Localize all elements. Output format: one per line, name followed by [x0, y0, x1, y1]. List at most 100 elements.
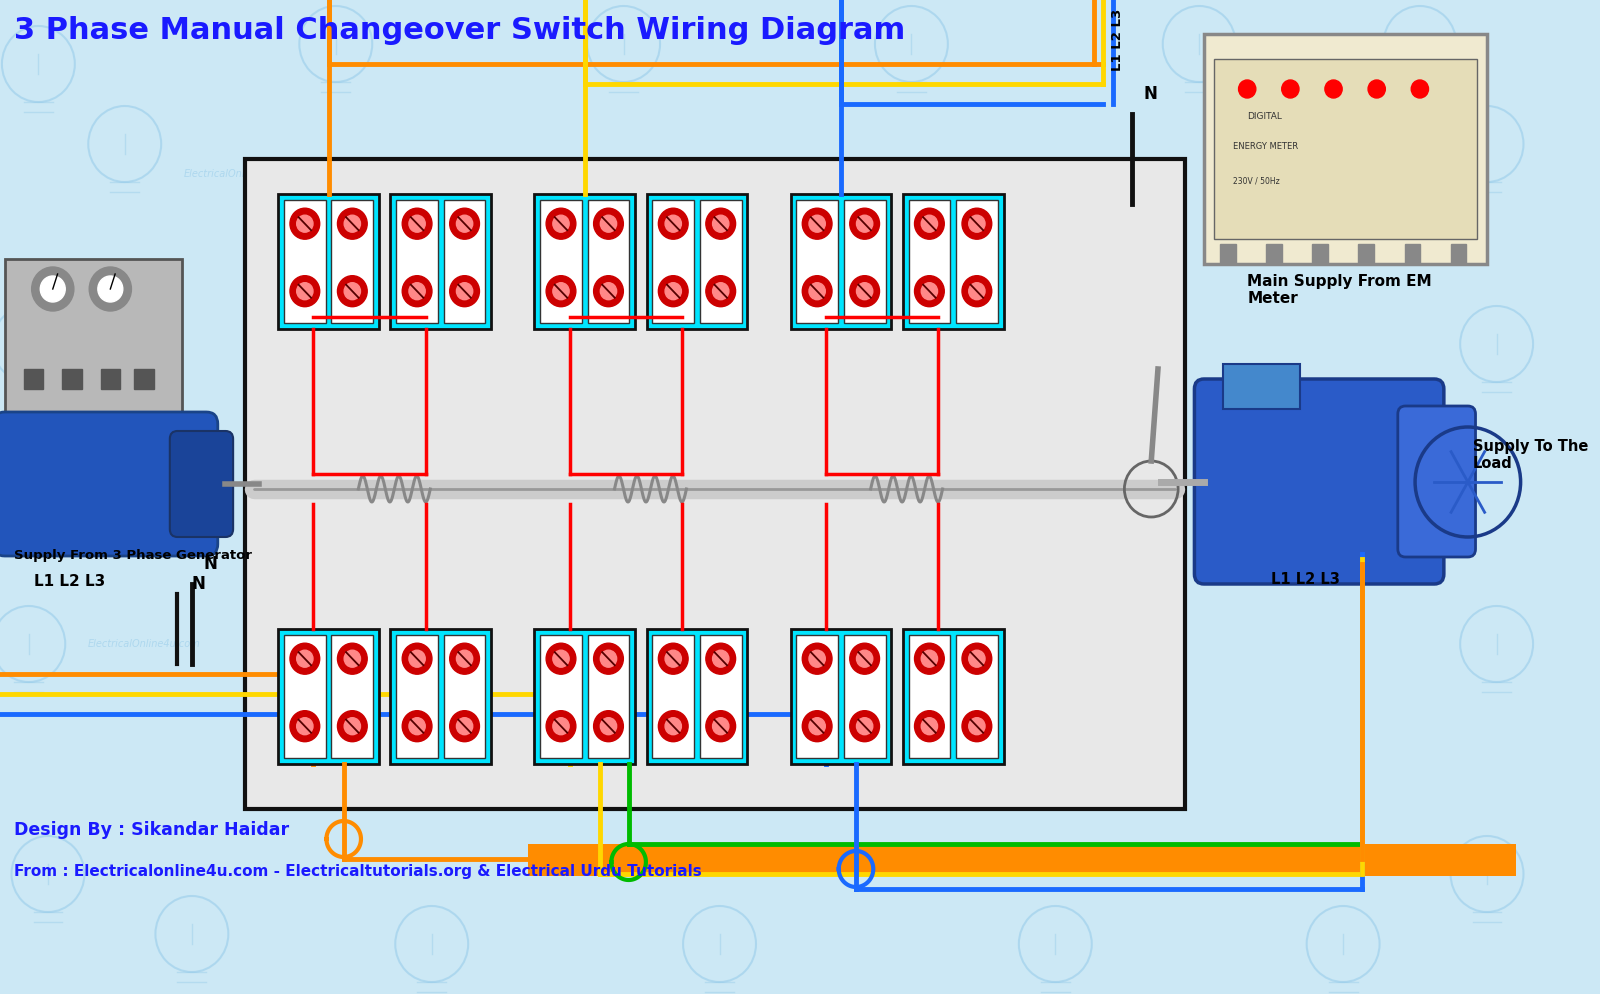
Text: ElectricalOnline4u.com: ElectricalOnline4u.com [662, 409, 776, 419]
Circle shape [666, 718, 682, 735]
Circle shape [658, 643, 688, 674]
Bar [797, 635, 838, 758]
Circle shape [594, 643, 624, 674]
Circle shape [402, 711, 432, 742]
Bar [134, 369, 154, 389]
Circle shape [600, 650, 616, 667]
Circle shape [600, 718, 616, 735]
Circle shape [856, 718, 872, 735]
Circle shape [410, 215, 426, 233]
Circle shape [402, 643, 432, 674]
Bar [1312, 244, 1328, 264]
Circle shape [450, 711, 480, 742]
FancyBboxPatch shape [170, 431, 234, 537]
Text: L1 L2 L3: L1 L2 L3 [34, 574, 106, 589]
Circle shape [850, 208, 880, 240]
Circle shape [962, 643, 992, 674]
Circle shape [666, 215, 682, 233]
Bar [957, 635, 998, 758]
Circle shape [546, 643, 576, 674]
Circle shape [712, 718, 730, 735]
Text: L1 L2 L3: L1 L2 L3 [1110, 9, 1125, 72]
Bar [534, 629, 635, 764]
Bar [902, 194, 1003, 329]
Circle shape [1368, 80, 1386, 98]
Bar [528, 844, 1515, 876]
Text: ElectricalOnline4u.com: ElectricalOnline4u.com [184, 169, 296, 179]
Bar [653, 200, 694, 323]
Bar [534, 194, 635, 329]
Circle shape [32, 267, 74, 311]
Circle shape [546, 275, 576, 307]
Bar [397, 200, 438, 323]
Text: 3 Phase Manual Changeover Switch Wiring Diagram: 3 Phase Manual Changeover Switch Wiring … [14, 16, 906, 45]
Circle shape [706, 208, 736, 240]
Circle shape [338, 711, 368, 742]
Circle shape [850, 711, 880, 742]
Text: ElectricalOnline4u.com: ElectricalOnline4u.com [730, 169, 843, 179]
Text: Supply To The
Load: Supply To The Load [1472, 439, 1589, 471]
Circle shape [962, 208, 992, 240]
Circle shape [712, 650, 730, 667]
Text: ElectricalOnline4u.com: ElectricalOnline4u.com [950, 639, 1064, 649]
Text: From : Electricalonline4u.com - Electricaltutorials.org & Electrical Urdu Tutori: From : Electricalonline4u.com - Electric… [14, 864, 702, 879]
Text: Main Supply From EM
Meter: Main Supply From EM Meter [1246, 274, 1432, 306]
Text: ElectricalOnline4u.com: ElectricalOnline4u.com [88, 409, 200, 419]
Circle shape [712, 215, 730, 233]
Circle shape [296, 650, 314, 667]
Circle shape [456, 718, 472, 735]
Circle shape [666, 650, 682, 667]
Text: ElectricalOnline4u.com: ElectricalOnline4u.com [662, 639, 776, 649]
Circle shape [344, 650, 360, 667]
Circle shape [706, 275, 736, 307]
Bar [797, 200, 838, 323]
Bar [909, 635, 950, 758]
Text: DIGITAL: DIGITAL [1246, 112, 1282, 121]
Circle shape [658, 208, 688, 240]
Circle shape [968, 650, 986, 667]
Circle shape [658, 275, 688, 307]
Circle shape [915, 208, 944, 240]
Bar [62, 369, 82, 389]
Circle shape [706, 643, 736, 674]
Circle shape [290, 208, 320, 240]
Circle shape [802, 643, 832, 674]
Circle shape [1325, 80, 1342, 98]
Text: L1 L2 L3: L1 L2 L3 [1270, 572, 1341, 587]
Bar [646, 629, 747, 764]
Bar [587, 200, 629, 323]
Text: ElectricalOnline4u.com: ElectricalOnline4u.com [376, 639, 488, 649]
Circle shape [546, 711, 576, 742]
Bar [541, 200, 582, 323]
Circle shape [810, 650, 826, 667]
Circle shape [666, 282, 682, 300]
Bar [699, 635, 741, 758]
Circle shape [915, 275, 944, 307]
Circle shape [594, 275, 624, 307]
FancyBboxPatch shape [1398, 406, 1475, 557]
Circle shape [554, 650, 570, 667]
Circle shape [802, 711, 832, 742]
Circle shape [915, 643, 944, 674]
Circle shape [968, 282, 986, 300]
Bar [278, 629, 379, 764]
Circle shape [456, 215, 472, 233]
Text: ElectricalOnline4u.com: ElectricalOnline4u.com [950, 409, 1064, 419]
Bar [1266, 244, 1282, 264]
Circle shape [922, 215, 938, 233]
Circle shape [600, 215, 616, 233]
Circle shape [338, 208, 368, 240]
Circle shape [546, 208, 576, 240]
Circle shape [338, 643, 368, 674]
Circle shape [402, 275, 432, 307]
Circle shape [450, 643, 480, 674]
Circle shape [810, 718, 826, 735]
Circle shape [594, 208, 624, 240]
Bar [283, 200, 326, 323]
Bar [443, 635, 485, 758]
Text: ElectricalOnline4u.com: ElectricalOnline4u.com [88, 639, 200, 649]
Bar [699, 200, 741, 323]
Bar [646, 194, 747, 329]
Text: 230V / 50Hz: 230V / 50Hz [1232, 177, 1280, 186]
FancyBboxPatch shape [0, 412, 218, 556]
